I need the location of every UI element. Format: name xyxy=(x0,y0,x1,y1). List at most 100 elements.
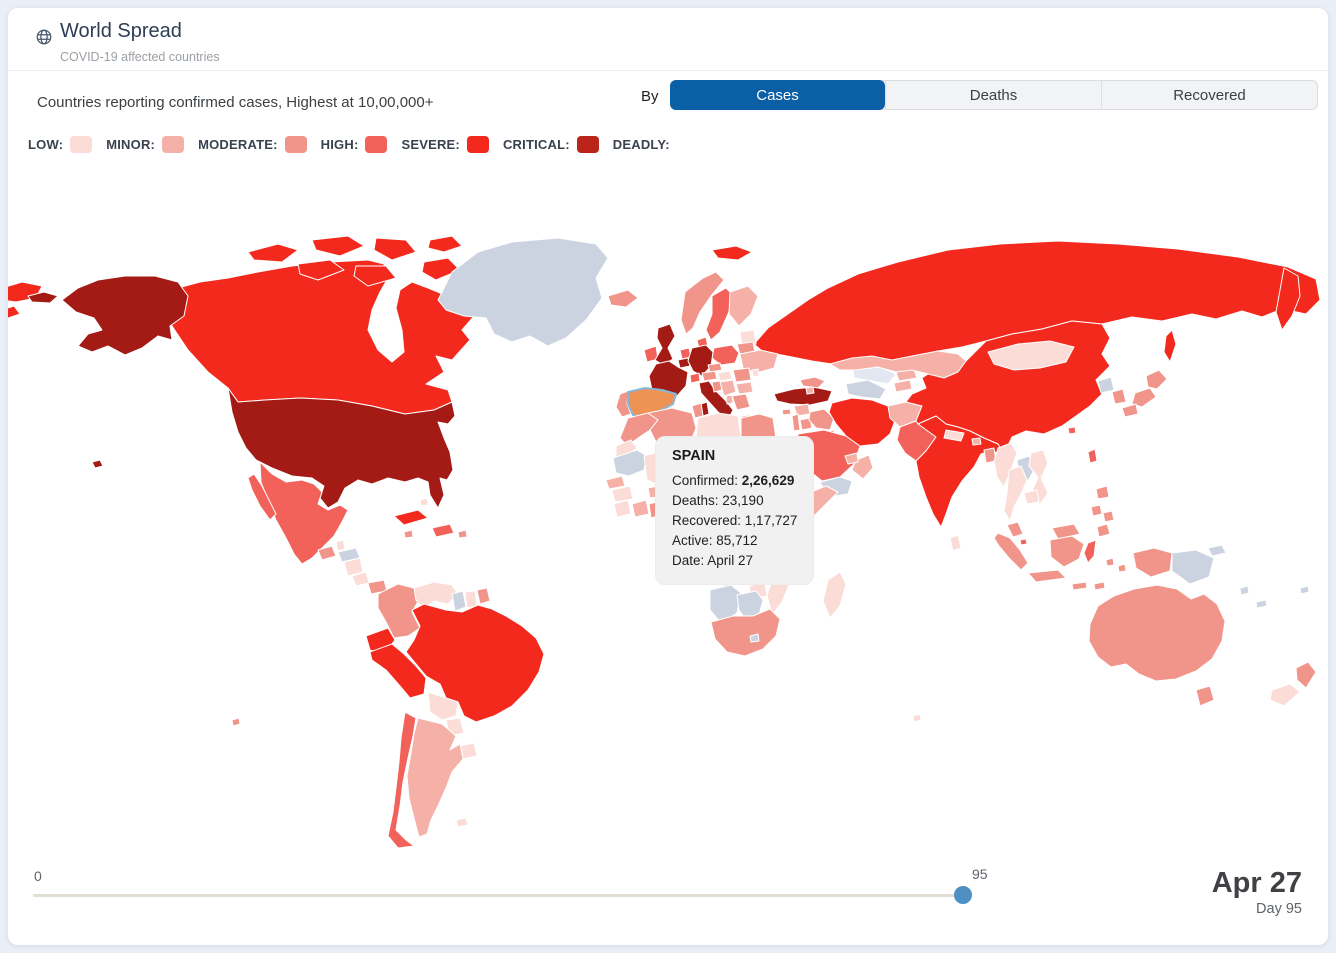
country-greenland[interactable] xyxy=(437,237,609,347)
country-canada[interactable] xyxy=(159,259,476,415)
country-brazil[interactable] xyxy=(405,603,545,723)
country-senegal[interactable] xyxy=(605,475,626,490)
country-tasmania[interactable] xyxy=(1195,685,1215,707)
country-north-korea[interactable] xyxy=(1097,376,1115,394)
country-nepal[interactable] xyxy=(943,429,965,442)
country-french-polynesia[interactable] xyxy=(231,717,241,727)
country-philippines-mindanao[interactable] xyxy=(1096,523,1111,538)
country-mexico[interactable] xyxy=(259,461,349,565)
country-cambodia[interactable] xyxy=(1023,489,1040,505)
country-vanuatu[interactable] xyxy=(1239,585,1250,596)
country-italy[interactable] xyxy=(698,380,734,419)
country-lesser-sunda-2[interactable] xyxy=(1093,581,1106,591)
country-japan-kyushu[interactable] xyxy=(1121,403,1139,418)
country-arctic-island-6[interactable] xyxy=(421,257,461,281)
country-puerto-rico[interactable] xyxy=(457,529,468,539)
tab-cases[interactable]: Cases xyxy=(670,80,885,110)
country-philippines-samar[interactable] xyxy=(1102,510,1115,523)
tab-deaths[interactable]: Deaths xyxy=(885,81,1101,109)
country-hawaii[interactable] xyxy=(91,459,104,469)
country-malaysia-borneo[interactable] xyxy=(1051,523,1081,540)
country-philippines-visayas[interactable] xyxy=(1090,504,1103,517)
country-norway[interactable] xyxy=(680,271,725,335)
country-new-caledonia[interactable] xyxy=(1255,599,1268,609)
country-south-korea[interactable] xyxy=(1111,388,1127,405)
country-cuba[interactable] xyxy=(393,509,429,526)
country-myanmar[interactable] xyxy=(993,442,1018,488)
country-west-papua[interactable] xyxy=(1132,547,1173,578)
country-georgia-azerbaijan[interactable] xyxy=(799,376,826,389)
country-sulawesi[interactable] xyxy=(1083,539,1097,564)
country-philippines-luzon[interactable] xyxy=(1095,485,1110,500)
country-arctic-island-2[interactable] xyxy=(311,235,365,257)
country-maluku-2[interactable] xyxy=(1117,563,1127,573)
country-sweden[interactable] xyxy=(705,287,735,341)
country-uae[interactable] xyxy=(844,452,859,465)
country-iran[interactable] xyxy=(828,397,897,447)
country-guyana[interactable] xyxy=(451,590,467,612)
country-belize[interactable] xyxy=(335,539,346,552)
country-falkland-islands[interactable] xyxy=(455,817,469,828)
country-turkey[interactable] xyxy=(773,386,833,406)
country-ukraine[interactable] xyxy=(739,349,779,374)
country-maluku[interactable] xyxy=(1105,557,1115,567)
country-bulgaria[interactable] xyxy=(735,381,754,395)
country-japan-hokkaido[interactable] xyxy=(1145,369,1168,390)
country-malaysia[interactable] xyxy=(1006,521,1024,538)
country-bhutan[interactable] xyxy=(971,437,982,446)
country-iceland[interactable] xyxy=(607,289,639,308)
country-bolivia[interactable] xyxy=(427,691,459,721)
country-mauritania[interactable] xyxy=(612,449,648,477)
country-arctic-island-5[interactable] xyxy=(353,265,397,287)
country-iraq[interactable] xyxy=(808,408,835,431)
country-arctic-island-7[interactable] xyxy=(427,235,463,253)
country-baja-california[interactable] xyxy=(247,473,277,521)
country-spain[interactable] xyxy=(627,387,677,419)
country-lebanon-israel[interactable] xyxy=(791,413,801,432)
country-java[interactable] xyxy=(1027,569,1067,583)
country-suriname[interactable] xyxy=(464,590,478,609)
country-arctic-island-1[interactable] xyxy=(247,243,299,263)
country-sri-lanka[interactable] xyxy=(949,534,962,552)
country-thailand[interactable] xyxy=(1003,465,1028,522)
country-new-zealand-south[interactable] xyxy=(1269,683,1301,707)
country-namibia[interactable] xyxy=(709,584,742,624)
country-switzerland[interactable] xyxy=(689,372,701,384)
country-south-africa[interactable] xyxy=(710,608,781,657)
country-romania[interactable] xyxy=(732,367,752,383)
timeline-slider-thumb[interactable] xyxy=(954,886,972,904)
country-guinea[interactable] xyxy=(611,485,634,503)
country-mongolia[interactable] xyxy=(987,340,1075,371)
country-venezuela[interactable] xyxy=(413,581,459,610)
country-chile[interactable] xyxy=(387,711,417,849)
country-lesotho[interactable] xyxy=(749,633,760,643)
country-nicaragua[interactable] xyxy=(343,557,364,577)
country-hispaniola[interactable] xyxy=(431,523,455,538)
country-united-states[interactable] xyxy=(227,387,456,509)
country-argentina[interactable] xyxy=(406,717,464,838)
country-japan-honshu[interactable] xyxy=(1131,387,1157,408)
country-jordan[interactable] xyxy=(799,417,813,431)
timeline-slider-track[interactable] xyxy=(33,894,963,897)
country-madagascar[interactable] xyxy=(822,571,847,619)
country-alaska[interactable] xyxy=(61,275,189,356)
country-solomon-islands[interactable] xyxy=(1207,544,1227,557)
country-papua-new-guinea[interactable] xyxy=(1171,549,1215,585)
country-tunisia[interactable] xyxy=(691,402,704,419)
country-arctic-island-3[interactable] xyxy=(373,237,417,261)
tab-recovered[interactable]: Recovered xyxy=(1101,81,1317,109)
country-serbia[interactable] xyxy=(719,379,737,397)
country-aleutians[interactable] xyxy=(27,291,59,304)
country-kamchatka[interactable] xyxy=(1275,267,1301,331)
country-chukotka-west-2[interactable] xyxy=(8,305,21,319)
country-sumatra[interactable] xyxy=(993,532,1029,571)
country-taiwan[interactable] xyxy=(1087,448,1098,464)
country-new-zealand-north[interactable] xyxy=(1295,661,1317,689)
country-sierra-leone-liberia[interactable] xyxy=(613,499,632,518)
country-svalbard[interactable] xyxy=(711,245,753,261)
country-finland[interactable] xyxy=(728,285,759,327)
country-hungary[interactable] xyxy=(717,370,733,382)
country-india[interactable] xyxy=(915,415,1005,528)
country-tajikistan[interactable] xyxy=(893,379,913,393)
country-guatemala[interactable] xyxy=(317,545,337,561)
